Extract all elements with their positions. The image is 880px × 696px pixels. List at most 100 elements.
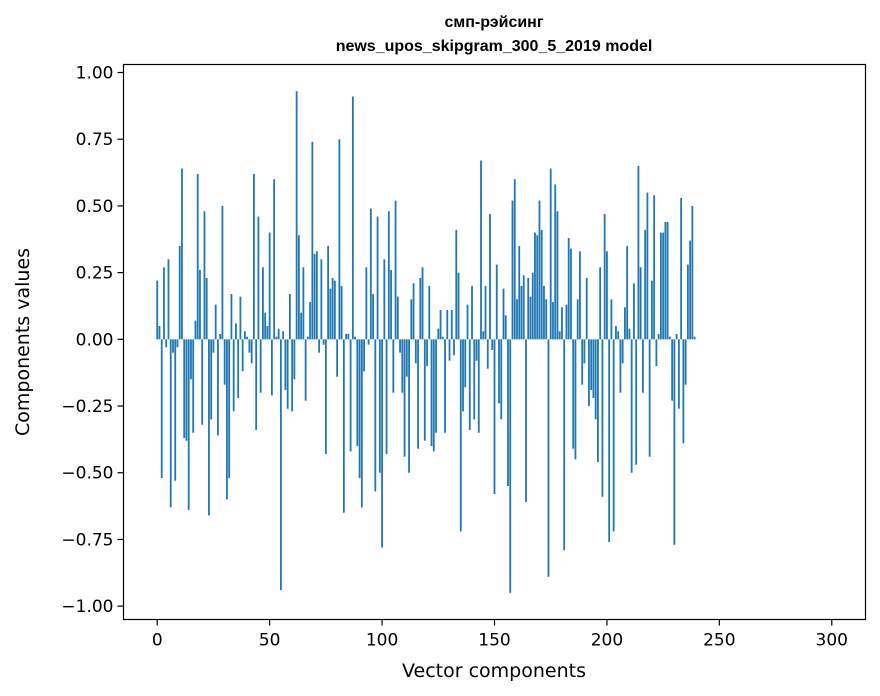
bar	[599, 267, 602, 340]
bar	[279, 339, 282, 591]
bar	[428, 285, 431, 340]
bar	[320, 259, 323, 340]
bar	[583, 339, 586, 364]
bar	[588, 339, 590, 407]
bar	[257, 216, 260, 340]
bar	[250, 339, 253, 364]
bar	[293, 339, 296, 380]
bar	[574, 339, 577, 460]
bar	[248, 339, 251, 353]
bar	[396, 296, 399, 340]
bar	[668, 336, 671, 340]
bar	[606, 251, 608, 340]
bar	[484, 285, 487, 340]
bar	[556, 211, 559, 340]
bar	[185, 339, 188, 441]
bar	[689, 240, 692, 340]
bar	[378, 339, 381, 473]
bar	[212, 339, 215, 353]
bar	[513, 179, 516, 340]
bar	[383, 259, 386, 340]
bar	[255, 339, 258, 431]
bar	[277, 328, 280, 340]
bar	[682, 339, 685, 444]
bar	[226, 339, 228, 500]
bar	[430, 339, 433, 447]
bar	[545, 299, 548, 340]
y-tick-label: −0.25	[61, 397, 113, 417]
x-axis-label: Vector components	[402, 660, 586, 682]
bar	[637, 165, 640, 340]
bar	[648, 339, 651, 457]
bar	[511, 200, 514, 340]
bar	[282, 331, 285, 340]
bar	[509, 339, 512, 593]
bar	[673, 339, 676, 545]
bar	[239, 296, 242, 340]
bar	[615, 325, 617, 340]
bar	[650, 280, 653, 340]
bar	[534, 232, 536, 340]
y-axis-ticks: 1.00 0.75 0.50 0.25 0.00 −0.25 −0.50 −0.75 −1.00	[61, 64, 124, 617]
bar	[327, 245, 330, 340]
bar	[590, 339, 593, 391]
y-tick-label: 0.00	[76, 330, 114, 350]
bar	[500, 339, 503, 420]
bar	[657, 334, 660, 340]
x-tick-label: 100	[366, 631, 398, 651]
bar	[338, 139, 341, 340]
bar	[612, 339, 615, 532]
bar	[453, 339, 455, 356]
bar	[507, 339, 509, 487]
bar	[156, 280, 159, 340]
x-tick-label: 0	[152, 631, 163, 651]
bar	[235, 323, 237, 340]
bar	[684, 339, 687, 385]
bar	[376, 216, 379, 340]
bar	[324, 339, 327, 455]
bar	[592, 339, 595, 399]
bar	[536, 235, 539, 340]
bar	[333, 280, 336, 340]
bar	[633, 283, 635, 340]
y-axis-label: Components values	[12, 248, 34, 436]
bar	[385, 339, 388, 455]
bar	[228, 339, 231, 479]
bar	[655, 339, 658, 367]
bar	[351, 96, 354, 340]
chart-title-line-1: смп-рэйсинг	[444, 14, 543, 31]
bar	[691, 205, 694, 340]
bar	[522, 275, 525, 340]
bar	[387, 211, 390, 340]
bar	[394, 200, 397, 340]
chart-title-line-2: news_upos_skipgram_300_5_2019 model	[336, 38, 653, 55]
bar	[169, 339, 172, 508]
bar	[342, 339, 345, 513]
bar	[372, 293, 374, 340]
bar	[459, 339, 462, 532]
bar	[201, 339, 204, 425]
bar	[504, 315, 507, 340]
bar	[540, 229, 543, 340]
bar	[399, 339, 401, 353]
bar	[205, 277, 208, 340]
bar	[675, 334, 678, 340]
bar	[619, 339, 622, 393]
bar	[677, 339, 680, 409]
bar	[554, 184, 557, 340]
bar	[489, 213, 491, 340]
bar	[529, 296, 532, 340]
bar	[570, 248, 572, 340]
bar	[262, 267, 264, 340]
y-tick-label: 1.00	[76, 64, 114, 84]
bar	[693, 336, 696, 340]
bar	[340, 285, 343, 340]
bar	[183, 339, 186, 439]
bar	[441, 336, 444, 340]
bar	[423, 339, 426, 441]
bar	[468, 339, 471, 431]
bar	[644, 229, 647, 340]
bar	[208, 339, 210, 516]
bar	[286, 339, 289, 409]
bar	[367, 339, 370, 345]
